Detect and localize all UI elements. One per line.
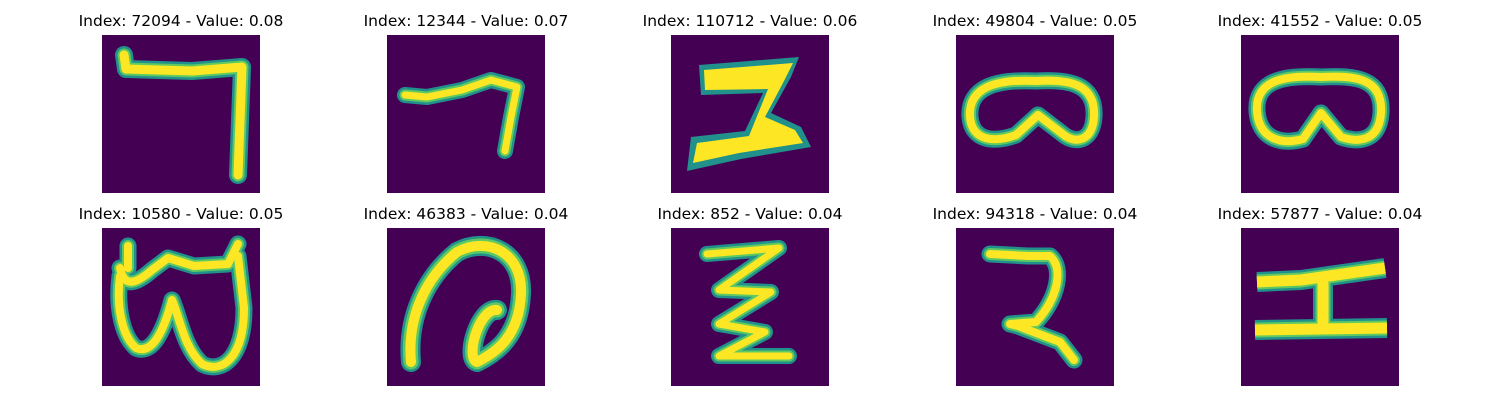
glyph-image (387, 35, 545, 193)
panel-title: Index: 10580 - Value: 0.05 (78, 205, 284, 223)
panel-title: Index: 57877 - Value: 0.04 (1217, 205, 1423, 223)
glyph-image (671, 228, 829, 386)
panel-title: Index: 110712 - Value: 0.06 (642, 12, 858, 30)
panel-title: Index: 94318 - Value: 0.04 (932, 205, 1138, 223)
glyph-image (387, 228, 545, 386)
glyph-image (1241, 228, 1399, 386)
panel-title: Index: 852 - Value: 0.04 (657, 205, 843, 223)
panel-title: Index: 41552 - Value: 0.05 (1217, 12, 1423, 30)
panel-title: Index: 12344 - Value: 0.07 (363, 12, 569, 30)
glyph-image (956, 35, 1114, 193)
panel-title: Index: 72094 - Value: 0.08 (78, 12, 284, 30)
glyph-image (102, 228, 260, 386)
panel-title: Index: 46383 - Value: 0.04 (363, 205, 569, 223)
glyph-image (102, 35, 260, 193)
glyph-image (1241, 35, 1399, 193)
panel-title: Index: 49804 - Value: 0.05 (932, 12, 1138, 30)
glyph-image (671, 35, 829, 193)
glyph-image (956, 228, 1114, 386)
